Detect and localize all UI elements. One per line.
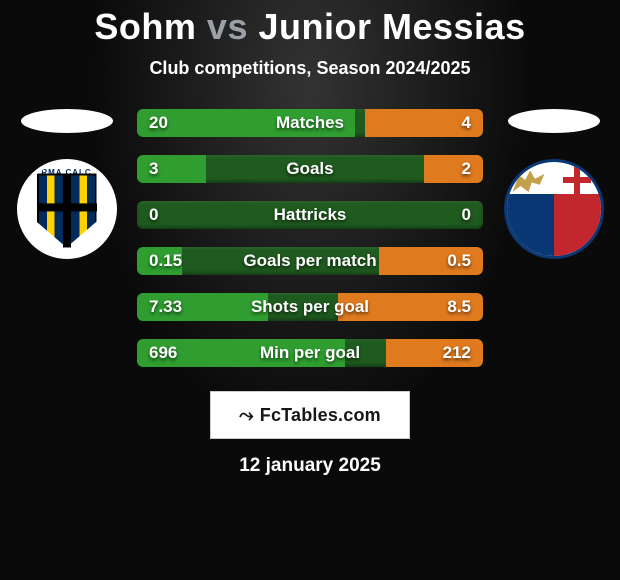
date-label: 12 january 2025: [239, 455, 381, 477]
stat-row: 696212Min per goal: [137, 339, 483, 367]
club-badge-right: [504, 159, 604, 259]
comparison-layout: RMA CALC 204Matches 32Goals 0 0Hattricks 0.1…: [0, 109, 620, 367]
subtitle: Club competitions, Season 2024/2025: [149, 58, 470, 79]
stat-fill-left: [137, 155, 206, 183]
stat-row: 7.338.5Shots per goal: [137, 293, 483, 321]
watermark-text: FcTables.com: [260, 405, 381, 426]
stat-fill-right: [424, 155, 483, 183]
genoa-griffin-icon: [513, 168, 545, 192]
stat-fill-right: [379, 247, 483, 275]
club-badge-left: RMA CALC: [17, 159, 117, 259]
stat-fill-left: [137, 109, 355, 137]
parma-cross-h-icon: [37, 203, 97, 211]
stat-fill-left: [137, 247, 182, 275]
stat-value-left: 0: [149, 201, 158, 229]
player1-photo-placeholder: [21, 109, 113, 133]
title-player1: Sohm: [94, 6, 196, 47]
title-player2: Junior Messias: [258, 6, 525, 47]
footer-area: ⤳ FcTables.com 12 january 2025: [0, 367, 620, 477]
left-side: RMA CALC: [14, 109, 119, 259]
watermark-badge: ⤳ FcTables.com: [210, 391, 410, 439]
genoa-top-icon: [507, 162, 601, 194]
stat-fill-right: [338, 293, 483, 321]
stat-label: Hattricks: [137, 201, 483, 229]
stat-row: 0.150.5Goals per match: [137, 247, 483, 275]
watermark-sig-icon: ⤳: [239, 405, 254, 426]
stat-fill-right: [386, 339, 483, 367]
page-title: Sohm vs Junior Messias: [94, 6, 525, 48]
stat-fill-left: [137, 339, 345, 367]
stat-row: 204Matches: [137, 109, 483, 137]
right-side: [501, 109, 606, 259]
stat-value-right: 0: [462, 201, 471, 229]
genoa-cross-icon: [563, 166, 591, 194]
stat-bars: 204Matches 32Goals 0 0Hattricks 0.150.5Goals…: [119, 109, 501, 367]
stat-row: 0 0Hattricks: [137, 201, 483, 229]
title-vs: vs: [207, 6, 248, 47]
player2-photo-placeholder: [508, 109, 600, 133]
stat-fill-left: [137, 293, 268, 321]
infographic-container: Sohm vs Junior Messias Club competitions…: [0, 0, 620, 477]
stat-fill-right: [365, 109, 483, 137]
genoa-stripes-icon: [507, 194, 601, 256]
stat-row: 32Goals: [137, 155, 483, 183]
